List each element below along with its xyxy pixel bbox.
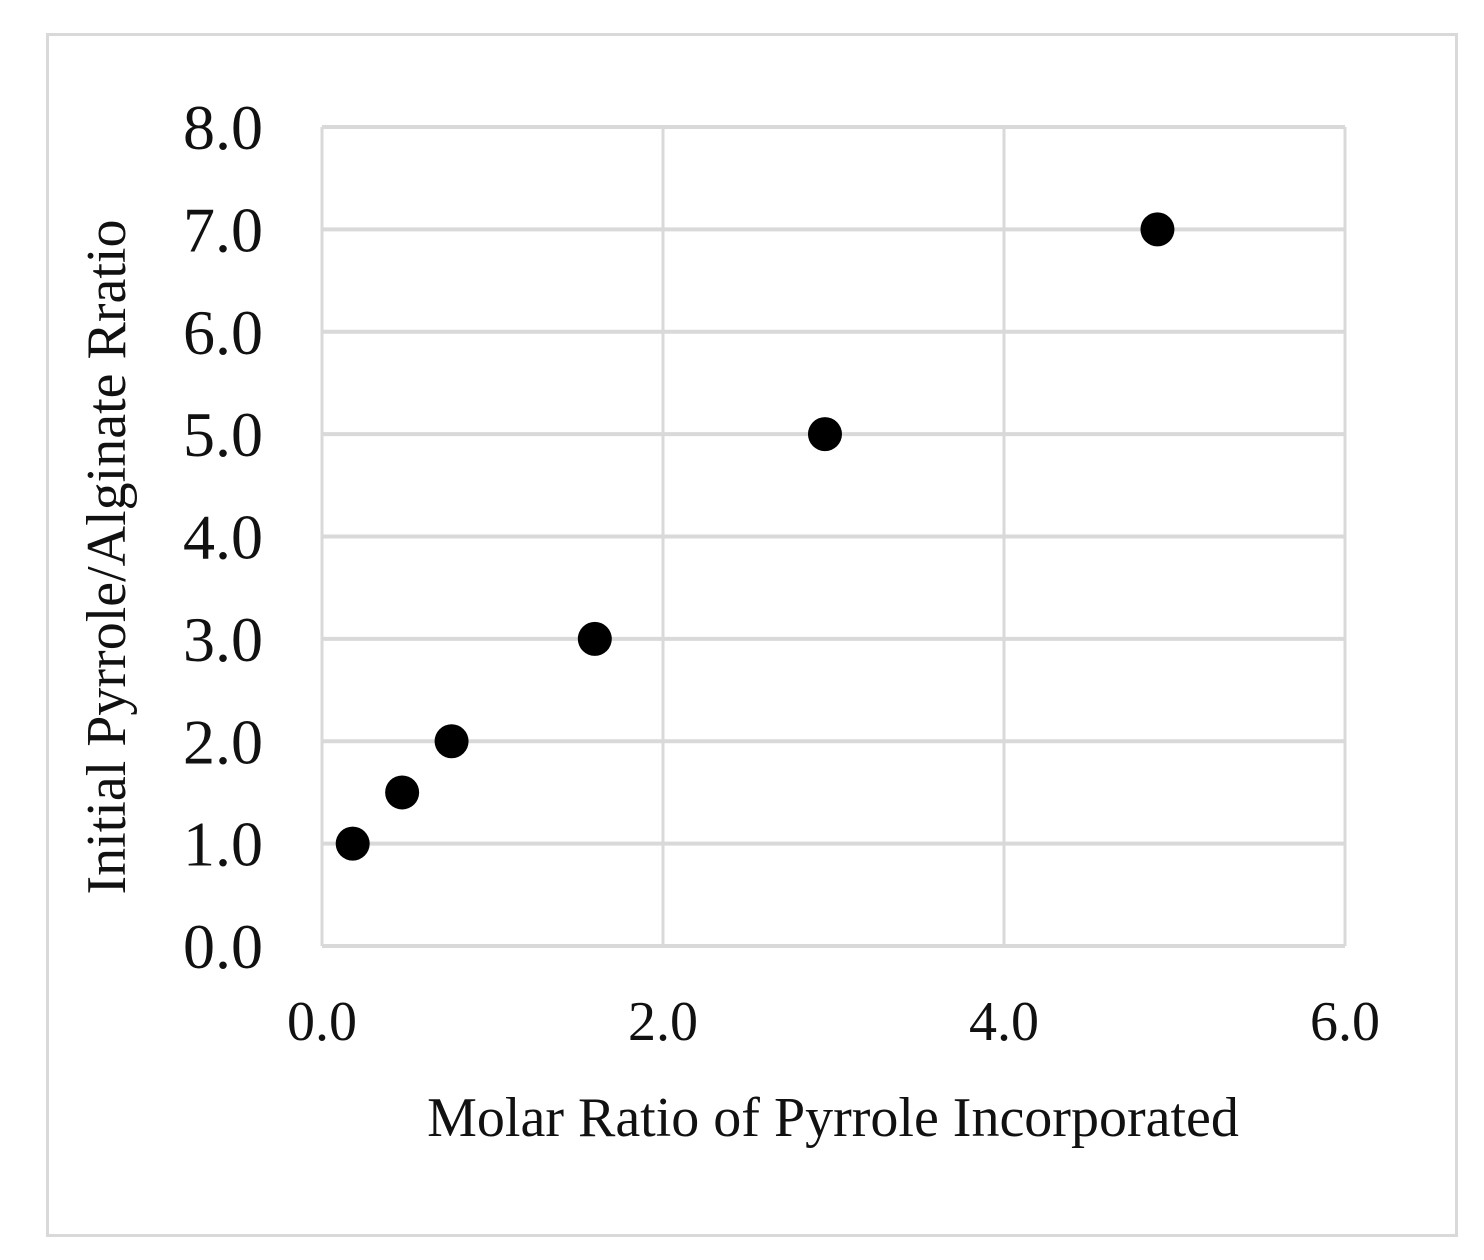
data-point xyxy=(335,826,370,861)
data-point xyxy=(385,775,420,810)
y-tick-label: 7.0 xyxy=(183,194,263,265)
data-points xyxy=(335,212,1175,861)
x-axis-title: Molar Ratio of Pyrrole Incorporated xyxy=(427,1087,1239,1149)
x-tick-label: 4.0 xyxy=(969,991,1039,1053)
y-tick-label: 3.0 xyxy=(183,604,263,675)
data-point xyxy=(434,724,469,759)
data-point xyxy=(807,417,842,452)
x-tick-label: 0.0 xyxy=(287,991,357,1053)
x-tick-label: 6.0 xyxy=(1310,991,1380,1053)
x-tick-labels: 0.0 2.0 4.0 6.0 xyxy=(287,991,1380,1053)
y-tick-label: 5.0 xyxy=(183,399,263,470)
y-tick-label: 8.0 xyxy=(183,92,263,163)
y-tick-label: 4.0 xyxy=(183,502,263,573)
y-tick-label: 2.0 xyxy=(183,706,263,777)
y-tick-label: 6.0 xyxy=(183,297,263,368)
y-axis-title: Initial Pyrrole/Alginate Rratio xyxy=(76,220,138,895)
data-point xyxy=(1140,212,1175,247)
data-point xyxy=(577,621,612,656)
x-tick-label: 2.0 xyxy=(628,991,698,1053)
y-tick-label: 1.0 xyxy=(183,809,263,880)
y-tick-labels: 0.0 1.0 2.0 3.0 4.0 5.0 6.0 7.0 8.0 xyxy=(183,92,263,982)
y-tick-label: 0.0 xyxy=(183,911,263,982)
